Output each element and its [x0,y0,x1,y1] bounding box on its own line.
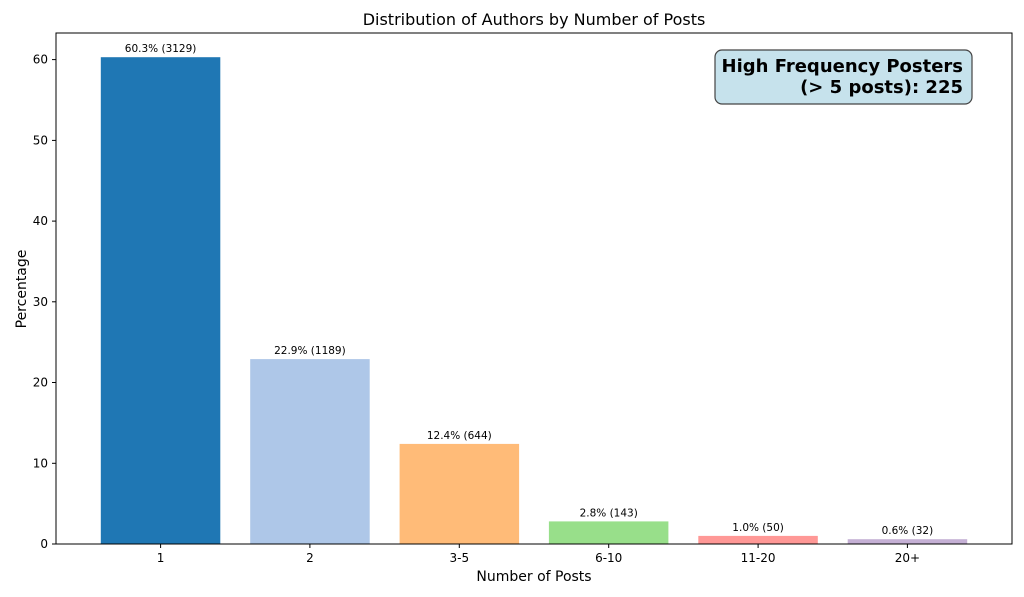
bar-6-10 [548,521,669,544]
high-frequency-note: High Frequency Posters (> 5 posts): 225 [714,49,973,105]
y-tick-label: 50 [33,133,48,147]
y-tick-label: 30 [33,295,48,309]
data-label: 1.0% (50) [732,522,784,534]
data-label: 0.6% (32) [882,525,934,537]
data-labels-layer: 60.3% (3129) 22.9% (1189) 12.4% (644) 2.8% … [125,43,933,537]
data-label: 22.9% (1189) [274,345,346,357]
x-tick-label: 2 [306,551,314,565]
bar-2 [250,359,370,544]
data-label: 2.8% (143) [580,507,638,519]
data-label: 60.3% (3129) [125,43,197,55]
note-line-1: High Frequency Posters [722,56,964,77]
y-axis-title: Percentage [14,250,30,329]
y-axis: 0 10 20 30 40 50 60 [33,53,56,551]
bar-20+ [847,539,968,544]
x-tick-label: 6-10 [595,551,622,565]
note-box [714,49,973,105]
x-axis: 1 2 3-5 6-10 11-20 20+ [157,544,920,565]
chart-title: Distribution of Authors by Number of Pos… [363,10,706,29]
x-axis-title: Number of Posts [476,569,591,585]
y-tick-label: 0 [40,537,48,551]
bar-3-5 [399,443,520,544]
data-label: 12.4% (644) [427,430,492,442]
x-tick-label: 20+ [895,551,920,565]
note-line-2: (> 5 posts): 225 [800,77,963,98]
x-tick-label: 3-5 [449,551,469,565]
x-tick-label: 1 [157,551,165,565]
y-tick-label: 20 [33,376,48,390]
bar-11-20 [698,535,818,544]
y-tick-label: 40 [33,214,48,228]
plot-frame [55,32,1013,545]
bar-1 [100,57,221,544]
y-tick-label: 60 [33,53,48,67]
bars-layer [100,57,968,544]
y-tick-label: 10 [33,456,48,470]
x-tick-label: 11-20 [741,551,776,565]
